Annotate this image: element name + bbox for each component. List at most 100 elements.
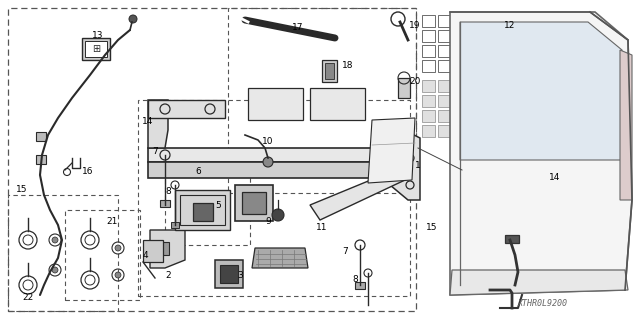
Text: 13: 13 — [92, 31, 104, 40]
Bar — [235, 185, 273, 221]
Text: 22: 22 — [22, 293, 34, 302]
Polygon shape — [150, 230, 185, 268]
Bar — [355, 282, 365, 289]
Bar — [486, 80, 499, 92]
Bar — [220, 265, 238, 283]
Polygon shape — [148, 162, 390, 178]
Bar — [138, 100, 410, 296]
Bar — [470, 30, 483, 42]
Text: 6: 6 — [195, 167, 201, 176]
Text: 19: 19 — [409, 20, 420, 29]
Bar — [165, 165, 250, 245]
Bar — [438, 95, 451, 107]
Bar — [470, 60, 483, 72]
Circle shape — [115, 272, 121, 278]
Text: 21: 21 — [106, 218, 118, 226]
Circle shape — [263, 157, 273, 167]
Bar — [438, 60, 451, 72]
Bar — [422, 15, 435, 27]
Text: 8: 8 — [165, 188, 171, 197]
Text: ⊞: ⊞ — [92, 44, 100, 54]
Circle shape — [52, 237, 58, 243]
Bar — [36, 155, 46, 164]
Bar — [422, 80, 435, 92]
Polygon shape — [378, 132, 420, 200]
Bar — [422, 30, 435, 42]
Bar — [454, 80, 467, 92]
Bar — [470, 80, 483, 92]
Bar — [422, 45, 435, 57]
Text: 3: 3 — [237, 271, 243, 279]
Polygon shape — [148, 100, 168, 148]
Bar — [248, 88, 303, 120]
Text: 4: 4 — [142, 250, 148, 259]
Bar — [438, 30, 451, 42]
Bar — [454, 125, 467, 137]
Bar — [8, 8, 416, 311]
Text: 16: 16 — [83, 167, 93, 176]
Bar — [470, 110, 483, 122]
Bar — [422, 110, 435, 122]
Bar — [438, 125, 451, 137]
Text: 9: 9 — [265, 218, 271, 226]
Bar — [143, 240, 163, 262]
Bar — [65, 210, 140, 300]
Bar — [454, 95, 467, 107]
Bar — [454, 15, 467, 27]
Bar — [486, 60, 499, 72]
Text: 14: 14 — [549, 174, 561, 182]
Circle shape — [129, 15, 137, 23]
Text: 11: 11 — [316, 224, 328, 233]
Bar — [85, 41, 107, 57]
Bar — [454, 30, 467, 42]
Bar — [486, 30, 499, 42]
Bar — [486, 125, 499, 137]
Polygon shape — [368, 118, 415, 183]
Bar — [486, 110, 499, 122]
Bar — [470, 45, 483, 57]
Bar — [470, 125, 483, 137]
Text: 1: 1 — [415, 160, 421, 169]
Text: 15: 15 — [16, 186, 28, 195]
Bar — [438, 15, 451, 27]
Bar — [422, 125, 435, 137]
Bar — [322, 60, 337, 82]
Polygon shape — [460, 22, 622, 160]
Bar — [228, 8, 416, 193]
Bar — [438, 45, 451, 57]
Text: 14: 14 — [142, 117, 154, 127]
Text: XTHR0L9200: XTHR0L9200 — [518, 299, 568, 308]
Bar — [486, 15, 499, 27]
Bar — [242, 192, 266, 214]
Bar — [438, 80, 451, 92]
Text: 7: 7 — [342, 248, 348, 256]
Text: 8: 8 — [352, 276, 358, 285]
Bar — [505, 235, 519, 243]
Text: 18: 18 — [342, 61, 354, 70]
Bar — [171, 222, 179, 228]
Polygon shape — [450, 270, 628, 295]
Bar — [422, 95, 435, 107]
Polygon shape — [252, 248, 308, 268]
Bar — [215, 260, 243, 288]
Bar — [486, 45, 499, 57]
Bar — [8, 195, 118, 311]
Text: 20: 20 — [410, 78, 420, 86]
Bar — [155, 242, 169, 255]
Bar — [486, 95, 499, 107]
Text: 15: 15 — [426, 224, 438, 233]
Bar — [438, 110, 451, 122]
Bar — [82, 38, 110, 60]
Circle shape — [52, 267, 58, 273]
Bar — [470, 15, 483, 27]
Bar — [36, 132, 46, 141]
Text: 2: 2 — [165, 271, 171, 279]
Bar — [398, 78, 410, 98]
Bar — [454, 110, 467, 122]
Polygon shape — [148, 100, 225, 118]
Text: 7: 7 — [152, 147, 158, 157]
Text: 12: 12 — [504, 20, 516, 29]
Circle shape — [272, 209, 284, 221]
Bar — [193, 203, 213, 221]
Polygon shape — [620, 50, 632, 200]
